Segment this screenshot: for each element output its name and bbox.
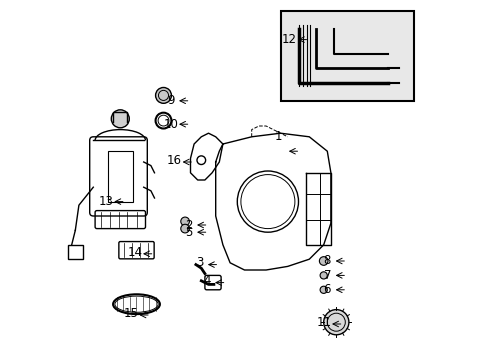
Bar bbox=[280, 11, 413, 101]
Text: 7: 7 bbox=[323, 269, 330, 282]
Circle shape bbox=[320, 272, 326, 279]
Text: 16: 16 bbox=[166, 154, 182, 167]
Circle shape bbox=[320, 286, 326, 293]
Circle shape bbox=[181, 217, 189, 226]
Text: 2: 2 bbox=[184, 219, 192, 231]
Text: 13: 13 bbox=[98, 195, 113, 208]
Text: 5: 5 bbox=[184, 226, 192, 239]
Text: 15: 15 bbox=[123, 307, 138, 320]
Circle shape bbox=[323, 310, 348, 335]
Text: 10: 10 bbox=[163, 118, 178, 131]
Bar bbox=[107, 151, 133, 202]
Text: 14: 14 bbox=[127, 246, 142, 258]
Text: 6: 6 bbox=[323, 283, 330, 296]
Circle shape bbox=[181, 224, 189, 233]
Circle shape bbox=[111, 110, 129, 128]
Bar bbox=[68, 245, 82, 259]
Text: 1: 1 bbox=[274, 130, 282, 143]
Text: 3: 3 bbox=[195, 256, 203, 269]
Circle shape bbox=[155, 87, 171, 103]
Text: 12: 12 bbox=[282, 33, 296, 46]
Text: 4: 4 bbox=[203, 274, 210, 287]
Text: 11: 11 bbox=[316, 316, 330, 329]
Text: 9: 9 bbox=[166, 94, 174, 107]
Circle shape bbox=[319, 257, 327, 265]
Text: 8: 8 bbox=[323, 255, 330, 267]
